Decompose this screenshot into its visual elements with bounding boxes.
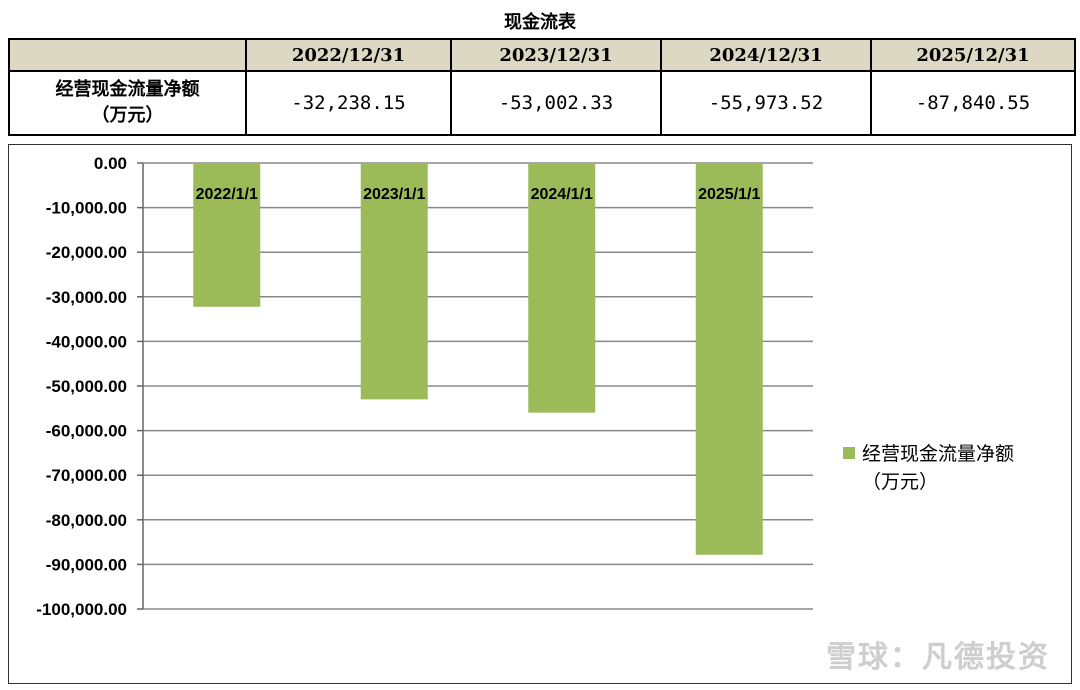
table-cell: -53,002.33	[450, 70, 662, 136]
y-tick-label: -50,000.00	[46, 377, 127, 396]
y-tick-label: 0.00	[94, 154, 127, 173]
x-tick-label: 2022/1/1	[196, 186, 258, 203]
y-tick-label: -60,000.00	[46, 422, 127, 441]
table-title: 现金流表	[504, 12, 576, 33]
y-tick-label: -100,000.00	[36, 600, 127, 619]
bar	[695, 163, 763, 555]
y-tick-label: -30,000.00	[46, 288, 127, 307]
row-label: 经营现金流量净额 （万元）	[8, 70, 247, 136]
chart-frame	[8, 144, 1072, 684]
table-header-cell	[8, 38, 247, 72]
watermark: 雪球：凡德投资	[826, 640, 1050, 675]
bar	[360, 163, 428, 400]
y-tick-label: -10,000.00	[46, 199, 127, 218]
table-cell: -32,238.15	[245, 70, 452, 136]
bar	[193, 163, 261, 307]
y-tick-label: -80,000.00	[46, 511, 127, 530]
x-tick-label: 2023/1/1	[363, 186, 425, 203]
table-cell: -55,973.52	[660, 70, 872, 136]
table-header-cell: 2025/12/31	[870, 38, 1076, 72]
table-row: 经营现金流量净额 （万元） -32,238.15 -53,002.33 -55,…	[8, 70, 1076, 136]
table-header-cell: 2024/12/31	[660, 38, 872, 72]
row-label-line1: 经营现金流量净额	[55, 79, 200, 100]
y-tick-label: -40,000.00	[46, 332, 127, 351]
table-header-row: 2022/12/31 2023/12/31 2024/12/31 2025/12…	[8, 38, 1076, 72]
x-tick-label: 2025/1/1	[698, 186, 760, 203]
legend-swatch	[843, 447, 855, 459]
bar	[528, 163, 596, 413]
table-header-cell: 2022/12/31	[245, 38, 452, 72]
y-tick-label: -70,000.00	[46, 466, 127, 485]
y-tick-label: -20,000.00	[46, 243, 127, 262]
table-header-cell: 2023/12/31	[450, 38, 662, 72]
x-tick-label: 2024/1/1	[531, 186, 593, 203]
cash-flow-table: 2022/12/31 2023/12/31 2024/12/31 2025/12…	[8, 38, 1076, 136]
row-label-line2: （万元）	[91, 105, 164, 126]
legend-label-line1: 经营现金流量净额	[862, 443, 1014, 465]
table-cell: -87,840.55	[870, 70, 1076, 136]
y-tick-label: -90,000.00	[46, 555, 127, 574]
legend-label-line2: （万元）	[862, 471, 938, 493]
